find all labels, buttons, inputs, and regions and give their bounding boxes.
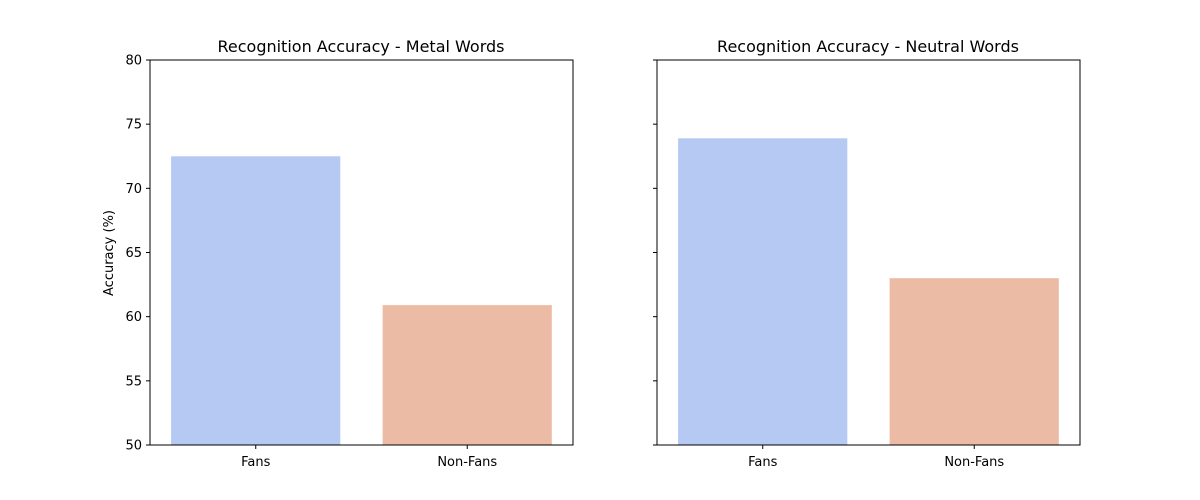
x-axis-ticks: Fans Non-Fans — [748, 445, 1004, 470]
neutral-words-chart: Recognition Accuracy - Neutral Words Fan… — [653, 37, 1081, 470]
y-tick-label: 65 — [125, 246, 142, 261]
bar-non-fans — [382, 305, 552, 445]
bar-non-fans — [889, 278, 1059, 445]
y-tick-label: 80 — [125, 54, 142, 69]
bars — [678, 138, 1059, 446]
y-tick-label: 75 — [125, 118, 142, 133]
plot-frame — [149, 59, 574, 446]
y-tick-label: 55 — [125, 374, 142, 389]
metal-words-chart: Recognition Accuracy - Metal Words Accur… — [102, 37, 574, 470]
plot-frame — [656, 59, 1081, 446]
y-axis-ticks: 50 55 60 65 70 75 80 — [125, 54, 150, 454]
x-tick-label: Non-Fans — [944, 455, 1004, 470]
bar-fans — [678, 138, 848, 446]
x-tick-label: Non-Fans — [437, 455, 497, 470]
x-axis-ticks: Fans Non-Fans — [241, 445, 497, 470]
chart-title: Recognition Accuracy - Neutral Words — [717, 37, 1019, 56]
bars — [171, 156, 552, 446]
y-tick-label: 70 — [125, 182, 142, 197]
x-tick-label: Fans — [241, 455, 270, 470]
y-tick-label: 50 — [125, 439, 142, 454]
y-axis-label: Accuracy (%) — [102, 210, 117, 296]
chart-title: Recognition Accuracy - Metal Words — [217, 37, 504, 56]
y-axis-ticks — [653, 59, 657, 446]
y-tick-label: 60 — [125, 310, 142, 325]
x-tick-label: Fans — [748, 455, 777, 470]
bar-fans — [171, 156, 341, 446]
